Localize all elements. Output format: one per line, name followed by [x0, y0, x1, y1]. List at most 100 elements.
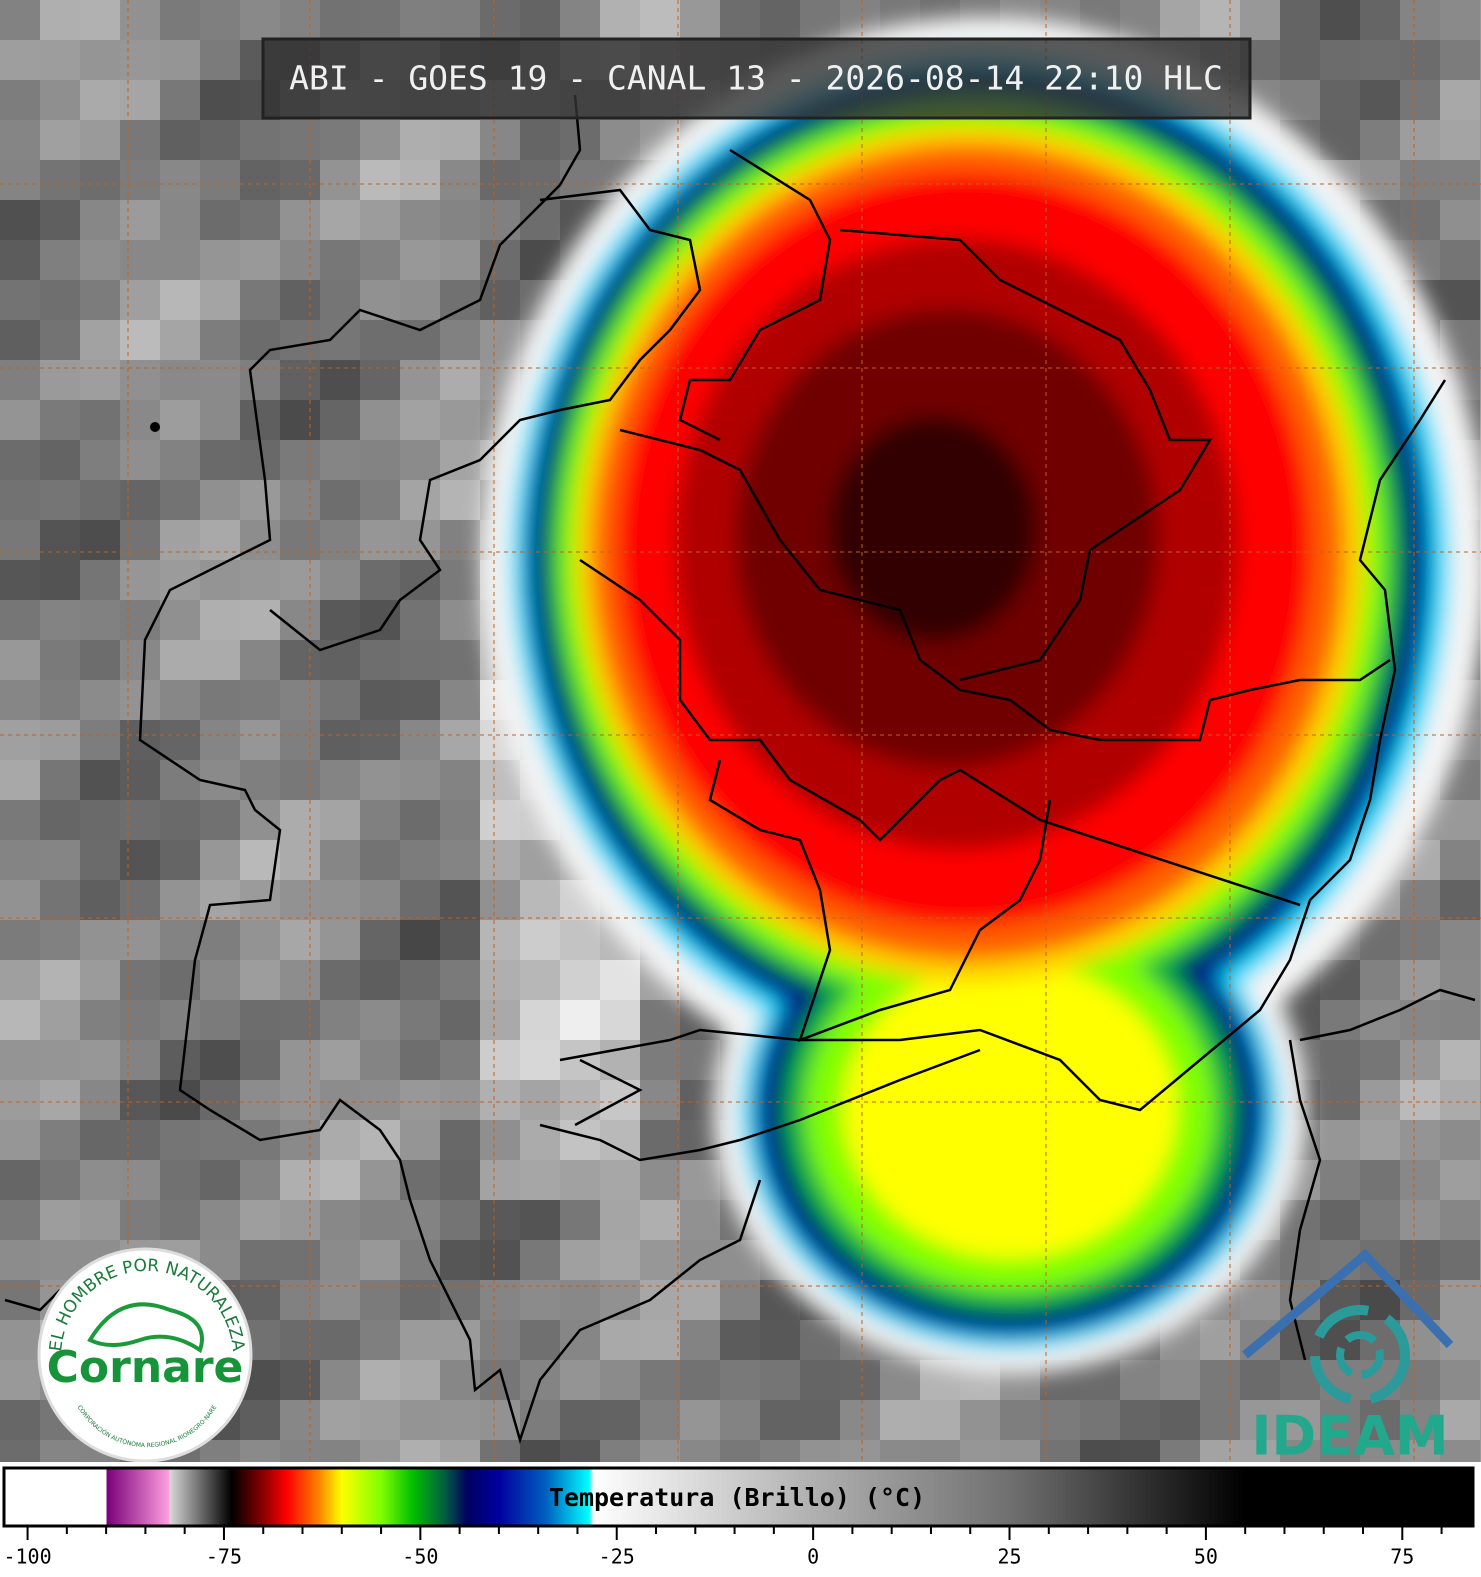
pixel — [600, 1360, 640, 1400]
pixel — [440, 1240, 480, 1280]
boundary — [269, 188, 702, 652]
pixel — [160, 40, 200, 80]
pixel — [40, 1040, 80, 1080]
pixel — [360, 1200, 400, 1240]
tick-label: 50 — [1194, 1545, 1218, 1569]
pixel — [40, 1240, 80, 1280]
pixel — [480, 920, 520, 960]
pixel — [160, 800, 200, 840]
pixel — [440, 240, 480, 280]
pixel — [280, 880, 320, 920]
ideam-logo: IDEAM — [1242, 1248, 1454, 1468]
pixel — [360, 240, 400, 280]
pixel — [360, 1320, 400, 1360]
pixel — [240, 200, 280, 240]
pixel — [1240, 1440, 1280, 1462]
pixel — [40, 280, 80, 320]
pixel — [640, 0, 680, 40]
pixel — [40, 1440, 80, 1462]
pixel — [1360, 1440, 1400, 1462]
pixel — [1400, 1080, 1440, 1120]
pixel — [200, 640, 240, 680]
pixel — [80, 1160, 120, 1200]
pixel — [1360, 120, 1400, 160]
pixel — [1160, 1400, 1200, 1440]
pixel — [320, 240, 360, 280]
pixel — [40, 1160, 80, 1200]
tick-label: 75 — [1390, 1545, 1414, 1569]
pixel — [40, 240, 80, 280]
pixel — [1240, 0, 1280, 40]
pixel — [120, 160, 160, 200]
pixel — [400, 480, 440, 520]
pixel — [400, 1000, 440, 1040]
pixel — [400, 800, 440, 840]
pixel — [1440, 40, 1480, 80]
pixel — [240, 240, 280, 280]
pixel — [240, 1400, 280, 1440]
pixel — [40, 160, 80, 200]
pixel — [0, 960, 40, 1000]
pixel — [280, 1440, 320, 1462]
pixel — [440, 320, 480, 360]
pixel — [400, 1360, 440, 1400]
pixel — [560, 1120, 600, 1160]
pixel — [1440, 200, 1480, 240]
pixel — [480, 960, 520, 1000]
pixel — [440, 280, 480, 320]
tick-label: -75 — [206, 1545, 242, 1569]
pixel — [280, 960, 320, 1000]
pixel — [520, 1200, 560, 1240]
pixel — [0, 1200, 40, 1240]
pixel — [1400, 1160, 1440, 1200]
pixel — [1440, 800, 1480, 840]
pixel — [280, 240, 320, 280]
tick-label: -50 — [402, 1545, 438, 1569]
pixel — [440, 800, 480, 840]
pixel — [1320, 1400, 1360, 1440]
pixel — [400, 680, 440, 720]
pixel — [40, 960, 80, 1000]
pixel — [200, 160, 240, 200]
pixel — [560, 1000, 600, 1040]
pixel — [360, 1000, 400, 1040]
boundary — [559, 379, 1447, 1112]
pixel — [640, 1200, 680, 1240]
boundaries — [4, 94, 1476, 1445]
pixel — [440, 160, 480, 200]
pixel — [280, 1200, 320, 1240]
pixel — [200, 800, 240, 840]
pixel — [240, 1040, 280, 1080]
pixel — [1280, 1400, 1320, 1440]
pixel — [240, 1240, 280, 1280]
pixel — [1360, 1040, 1400, 1080]
pixel — [680, 1160, 720, 1200]
pixel — [40, 1120, 80, 1160]
pixel — [880, 1440, 920, 1462]
pixel — [320, 1440, 360, 1462]
pixel — [1440, 80, 1480, 120]
colorbar-bar — [2, 1466, 1475, 1528]
pixel — [640, 1440, 680, 1462]
pixel — [440, 560, 480, 600]
pixel — [240, 680, 280, 720]
pixel — [320, 400, 360, 440]
pixel — [280, 200, 320, 240]
pixel — [320, 120, 360, 160]
pixel — [0, 520, 40, 560]
pixel — [440, 360, 480, 400]
pixel — [320, 560, 360, 600]
pixel — [360, 120, 400, 160]
pixel — [280, 1400, 320, 1440]
pixel — [80, 720, 120, 760]
pixel — [240, 800, 280, 840]
pixel — [320, 760, 360, 800]
pixel — [720, 0, 760, 40]
pixel — [440, 640, 480, 680]
pixel — [560, 1080, 600, 1120]
pixel — [120, 320, 160, 360]
pixel — [1200, 1440, 1240, 1462]
pixel — [440, 1000, 480, 1040]
pixel — [1400, 880, 1440, 920]
pixel — [280, 1120, 320, 1160]
